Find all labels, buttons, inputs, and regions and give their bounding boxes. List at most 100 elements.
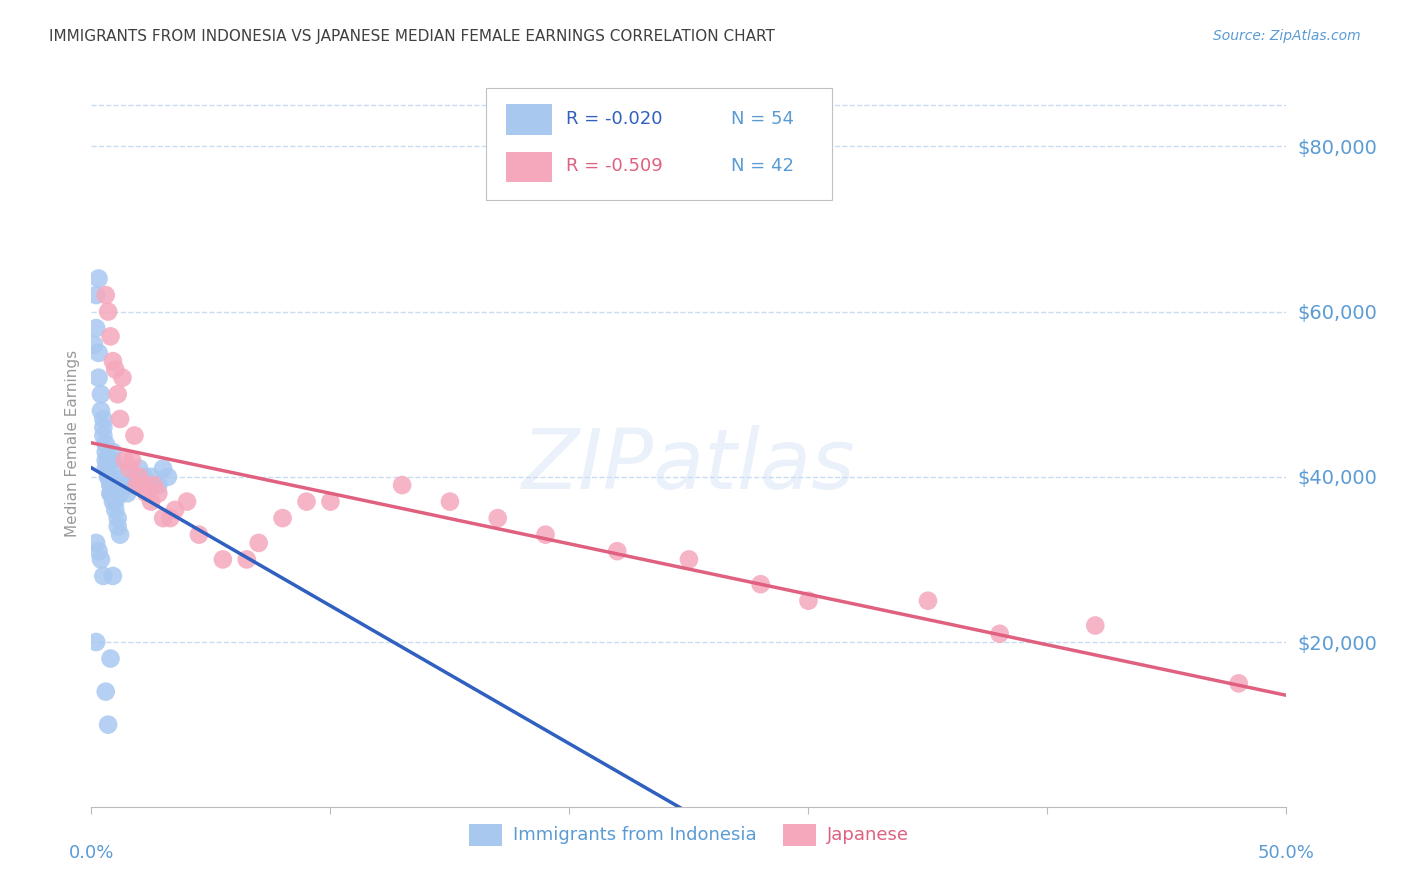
Point bbox=[114, 453, 136, 467]
Point bbox=[1227, 676, 1250, 690]
FancyBboxPatch shape bbox=[486, 87, 832, 200]
Point bbox=[1084, 618, 1107, 632]
Point bbox=[94, 288, 117, 302]
Point bbox=[534, 527, 557, 541]
Point bbox=[84, 321, 107, 335]
Point bbox=[87, 271, 110, 285]
Point bbox=[141, 470, 162, 484]
Point bbox=[107, 387, 129, 401]
Point bbox=[94, 461, 117, 475]
Point bbox=[111, 478, 134, 492]
Point bbox=[100, 478, 122, 492]
Point bbox=[124, 478, 146, 492]
Point bbox=[104, 461, 127, 475]
Text: ZIPatlas: ZIPatlas bbox=[522, 425, 856, 506]
Point bbox=[101, 453, 124, 467]
Point bbox=[132, 478, 155, 492]
Point bbox=[97, 470, 120, 484]
Point bbox=[104, 362, 127, 376]
Point bbox=[97, 470, 120, 484]
Point bbox=[211, 552, 233, 566]
Point bbox=[115, 486, 138, 500]
Point bbox=[797, 593, 820, 607]
Point bbox=[235, 552, 259, 566]
Point bbox=[606, 544, 628, 558]
Point bbox=[87, 346, 110, 360]
Point bbox=[84, 536, 107, 550]
Point bbox=[159, 511, 181, 525]
Text: R = -0.020: R = -0.020 bbox=[565, 110, 662, 128]
Point bbox=[114, 470, 136, 484]
Point bbox=[121, 453, 143, 467]
Point bbox=[94, 437, 117, 451]
Point bbox=[94, 684, 117, 698]
Point bbox=[93, 569, 114, 583]
Text: Source: ZipAtlas.com: Source: ZipAtlas.com bbox=[1213, 29, 1361, 43]
Point bbox=[152, 461, 174, 475]
Point bbox=[391, 478, 413, 492]
Point bbox=[271, 511, 294, 525]
Point bbox=[176, 494, 198, 508]
Point bbox=[247, 536, 270, 550]
Point bbox=[100, 486, 122, 500]
Point bbox=[108, 486, 131, 500]
Point bbox=[156, 470, 179, 484]
Legend: Immigrants from Indonesia, Japanese: Immigrants from Indonesia, Japanese bbox=[463, 816, 915, 853]
Point bbox=[94, 453, 117, 467]
Point bbox=[93, 412, 114, 426]
Point bbox=[101, 445, 124, 459]
Point bbox=[142, 478, 165, 492]
Point bbox=[111, 370, 134, 384]
Text: N = 54: N = 54 bbox=[731, 110, 794, 128]
Point bbox=[132, 470, 155, 484]
Point bbox=[988, 627, 1011, 641]
Point bbox=[90, 387, 112, 401]
Point bbox=[749, 577, 772, 591]
Point bbox=[917, 593, 939, 607]
Point bbox=[87, 544, 110, 558]
Point bbox=[90, 552, 112, 566]
Text: 0.0%: 0.0% bbox=[69, 845, 114, 863]
Point bbox=[104, 503, 127, 517]
Point bbox=[107, 511, 129, 525]
Point bbox=[101, 494, 124, 508]
Point bbox=[93, 420, 114, 434]
Point bbox=[84, 288, 107, 302]
Point bbox=[83, 337, 105, 351]
Point bbox=[125, 478, 148, 492]
Point bbox=[124, 428, 146, 442]
Point bbox=[163, 503, 186, 517]
Point bbox=[107, 519, 129, 533]
Point bbox=[97, 453, 120, 467]
Point bbox=[148, 486, 170, 500]
Point bbox=[439, 494, 461, 508]
Text: 50.0%: 50.0% bbox=[1258, 845, 1315, 863]
Point bbox=[93, 428, 114, 442]
Point bbox=[135, 486, 157, 500]
Point bbox=[118, 461, 141, 475]
Point bbox=[678, 552, 700, 566]
Point bbox=[295, 494, 318, 508]
Point bbox=[97, 461, 120, 475]
Point bbox=[100, 486, 122, 500]
Point bbox=[148, 478, 170, 492]
Point bbox=[141, 494, 162, 508]
Y-axis label: Median Female Earnings: Median Female Earnings bbox=[65, 351, 80, 537]
Point bbox=[101, 569, 124, 583]
Text: R = -0.509: R = -0.509 bbox=[565, 157, 662, 175]
FancyBboxPatch shape bbox=[506, 152, 551, 182]
Point bbox=[108, 527, 131, 541]
Point bbox=[97, 717, 120, 731]
Text: N = 42: N = 42 bbox=[731, 157, 794, 175]
Point bbox=[90, 403, 112, 417]
Point bbox=[108, 412, 131, 426]
Point bbox=[187, 527, 211, 541]
Point bbox=[87, 370, 110, 384]
FancyBboxPatch shape bbox=[506, 104, 551, 135]
Point bbox=[152, 511, 174, 525]
Point bbox=[97, 304, 120, 318]
Point bbox=[128, 461, 150, 475]
Text: IMMIGRANTS FROM INDONESIA VS JAPANESE MEDIAN FEMALE EARNINGS CORRELATION CHART: IMMIGRANTS FROM INDONESIA VS JAPANESE ME… bbox=[49, 29, 775, 44]
Point bbox=[128, 470, 150, 484]
Point bbox=[100, 478, 122, 492]
